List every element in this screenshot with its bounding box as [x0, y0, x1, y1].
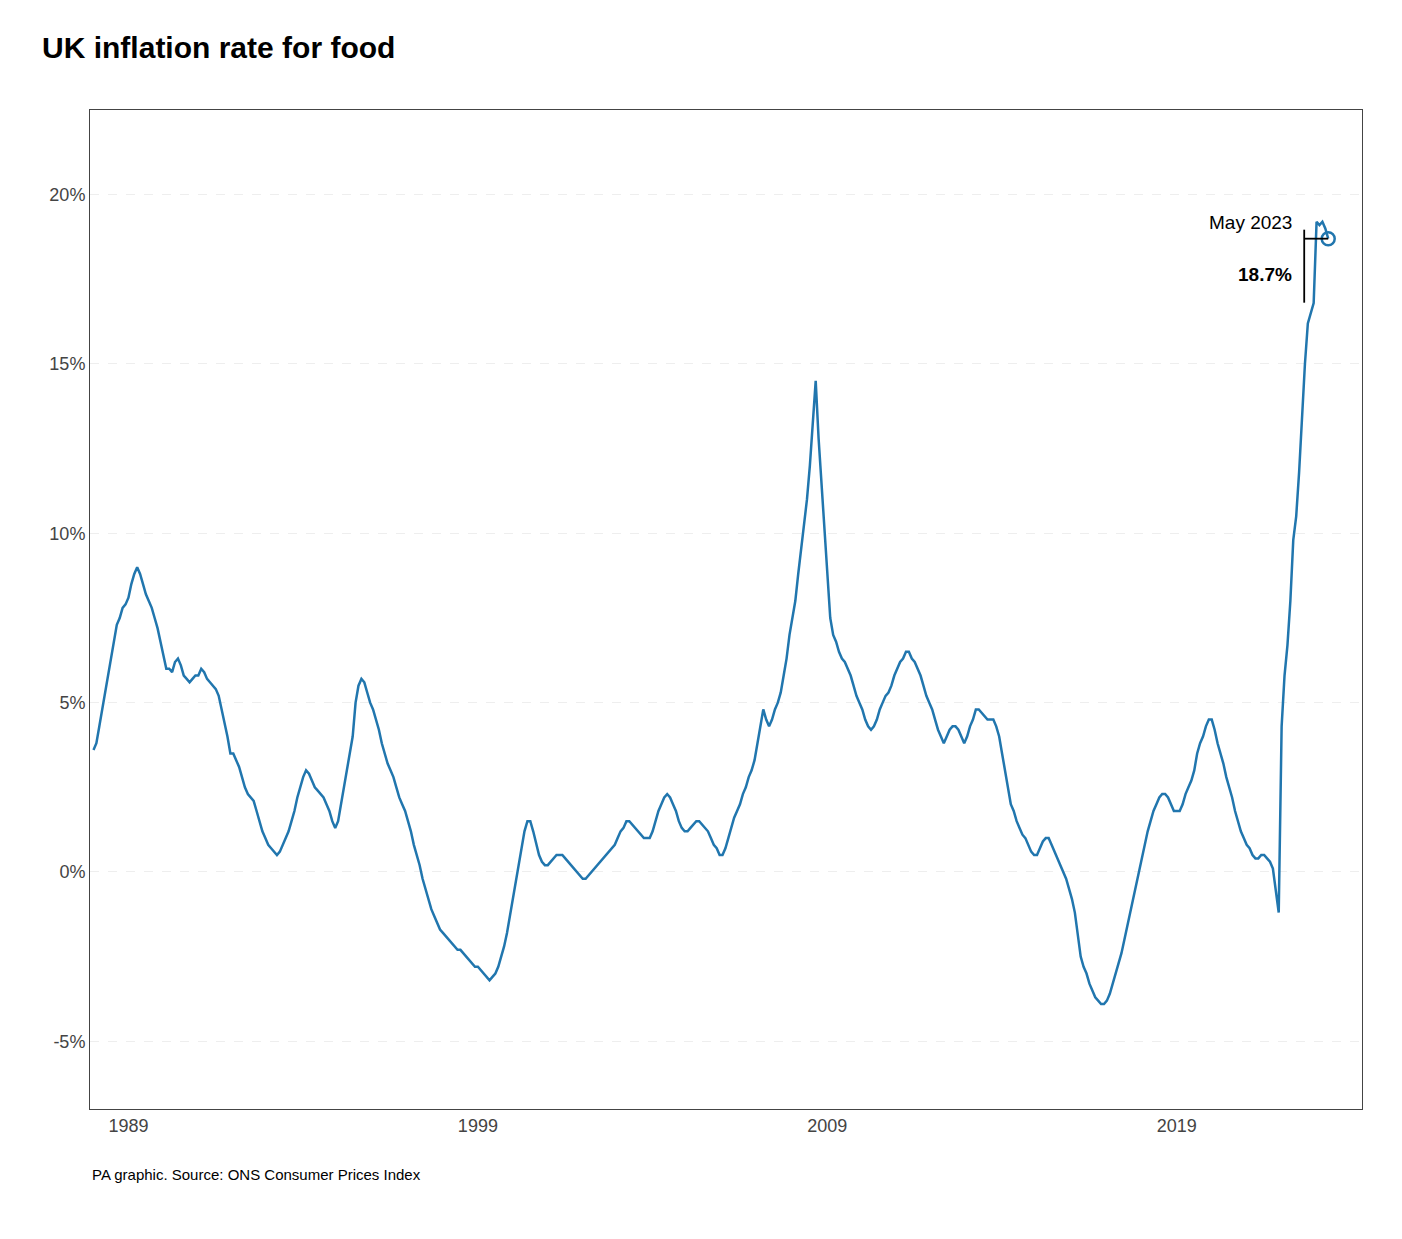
svg-text:1999: 1999 [458, 1116, 498, 1136]
svg-text:0%: 0% [59, 862, 85, 882]
svg-text:18.7%: 18.7% [1238, 264, 1292, 285]
svg-text:May 2023: May 2023 [1209, 212, 1292, 233]
svg-text:20%: 20% [49, 185, 85, 205]
svg-text:2019: 2019 [1157, 1116, 1197, 1136]
svg-text:5%: 5% [59, 693, 85, 713]
svg-text:10%: 10% [49, 524, 85, 544]
svg-text:2009: 2009 [807, 1116, 847, 1136]
svg-text:UK inflation rate for food: UK inflation rate for food [42, 31, 395, 64]
svg-text:PA graphic. Source: ONS Consum: PA graphic. Source: ONS Consumer Prices … [92, 1166, 421, 1183]
svg-text:1989: 1989 [108, 1116, 148, 1136]
svg-text:15%: 15% [49, 354, 85, 374]
svg-text:-5%: -5% [53, 1032, 85, 1052]
